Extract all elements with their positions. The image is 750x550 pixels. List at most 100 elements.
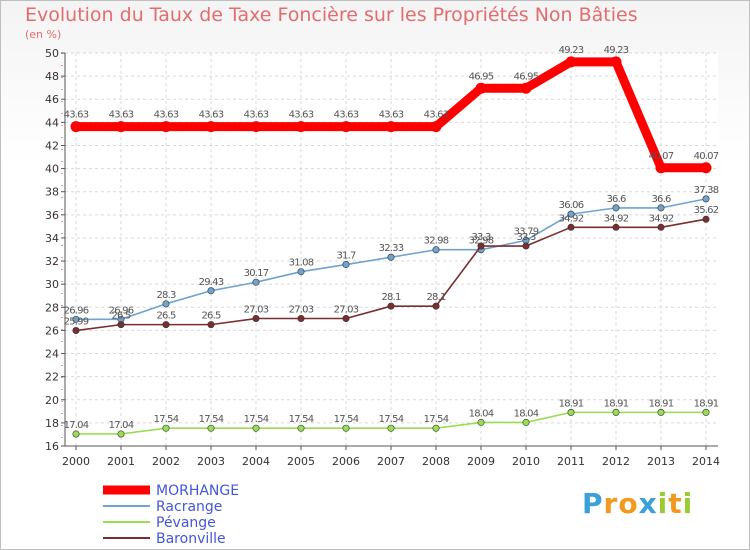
y-tick-label: 30 [45, 278, 59, 291]
data-point [297, 315, 305, 323]
data-label: 26.5 [156, 311, 176, 322]
data-point [252, 278, 260, 286]
logo-letter: x [638, 487, 658, 520]
plot-area [65, 53, 718, 446]
data-label: 30.17 [244, 268, 269, 279]
data-label: 29.43 [199, 277, 224, 288]
data-point [477, 242, 485, 250]
data-point [295, 121, 307, 133]
x-tick-label: 2002 [152, 455, 180, 468]
data-label: 33.79 [514, 226, 539, 237]
data-label: 31.7 [336, 251, 356, 262]
data-label: 32.98 [424, 236, 449, 247]
data-labels: 43.63 43.63 43.63 43.63 43.63 43.63 43.63 43.63… [64, 45, 720, 431]
data-label: 17.04 [109, 420, 134, 431]
data-point [522, 418, 530, 426]
data-point [207, 424, 215, 432]
data-point [657, 408, 665, 416]
x-tick-label: 2001 [107, 455, 135, 468]
data-label: 17.54 [154, 414, 179, 425]
data-point [250, 121, 262, 133]
data-label: 49.23 [559, 45, 584, 56]
proxiti-logo: Proxiti [582, 487, 693, 520]
x-tick-label: 2008 [422, 455, 450, 468]
logo-letter: i [657, 487, 669, 520]
data-point [475, 82, 487, 94]
data-label: 18.04 [469, 408, 494, 419]
x-tick-label: 2009 [467, 455, 495, 468]
logo-letter: o [618, 487, 639, 520]
data-point [520, 82, 532, 94]
data-point [612, 223, 620, 231]
data-point [297, 424, 305, 432]
data-point [657, 204, 665, 212]
data-label: 43.63 [109, 110, 134, 121]
data-point [612, 204, 620, 212]
x-tick-label: 2011 [557, 455, 585, 468]
data-label: 17.54 [244, 414, 269, 425]
chart-title: Evolution du Taux de Taxe Foncière sur l… [25, 4, 638, 26]
data-label: 18.91 [694, 398, 719, 409]
data-point [160, 121, 172, 133]
y-tick-label: 40 [45, 163, 59, 176]
series-group [70, 56, 712, 438]
logo-letter: r [603, 487, 619, 520]
data-label: 17.54 [199, 414, 224, 425]
data-point [702, 215, 710, 223]
data-point [700, 162, 712, 174]
data-label: 43.63 [64, 110, 89, 121]
data-label: 36.6 [606, 194, 626, 205]
x-tick-label: 2010 [512, 455, 540, 468]
data-point [657, 223, 665, 231]
data-label: 17.54 [379, 414, 404, 425]
data-label: 43.63 [424, 110, 449, 121]
data-label: 34.92 [604, 213, 629, 224]
y-tick-label: 22 [45, 371, 59, 384]
y-tick-label: 50 [45, 47, 59, 60]
data-point [340, 121, 352, 133]
data-point [72, 327, 80, 335]
data-point [567, 408, 575, 416]
data-point [702, 408, 710, 416]
data-point [655, 162, 667, 174]
data-point [297, 268, 305, 276]
data-label: 46.95 [514, 71, 539, 82]
data-label: 49.23 [604, 45, 629, 56]
data-point [567, 210, 575, 218]
y-tick-label: 38 [45, 186, 59, 199]
data-point [70, 121, 82, 133]
data-label: 17.04 [64, 420, 89, 431]
data-point [252, 424, 260, 432]
y-tick-label: 26 [45, 324, 59, 337]
data-point [522, 242, 530, 250]
data-point [72, 430, 80, 438]
data-label: 46.95 [469, 71, 494, 82]
data-point [342, 261, 350, 269]
logo-letter: t [668, 487, 683, 520]
y-tick-label: 36 [45, 209, 59, 222]
data-label: 27.03 [334, 305, 359, 316]
logo-letter: i [682, 487, 694, 520]
data-label: 18.91 [649, 398, 674, 409]
data-label: 27.03 [244, 305, 269, 316]
y-tick-label: 32 [45, 255, 59, 268]
data-label: 43.63 [334, 110, 359, 121]
data-point [162, 300, 170, 308]
data-label: 32.33 [379, 243, 404, 254]
data-point [567, 223, 575, 231]
legend-label: MORHANGE [156, 483, 239, 499]
data-point [387, 253, 395, 261]
x-tick-label: 2014 [692, 455, 720, 468]
data-label: 26.5 [111, 311, 131, 322]
data-label: 26.96 [64, 305, 89, 316]
logo-letter: P [582, 487, 604, 520]
data-point [117, 430, 125, 438]
data-label: 34.92 [649, 213, 674, 224]
data-point [115, 121, 127, 133]
data-label: 28.3 [156, 290, 176, 301]
legend-label: Baronville [156, 531, 226, 547]
data-label: 26.96 [109, 305, 134, 316]
y-tick-label: 18 [45, 417, 59, 430]
data-label: 17.54 [334, 414, 359, 425]
